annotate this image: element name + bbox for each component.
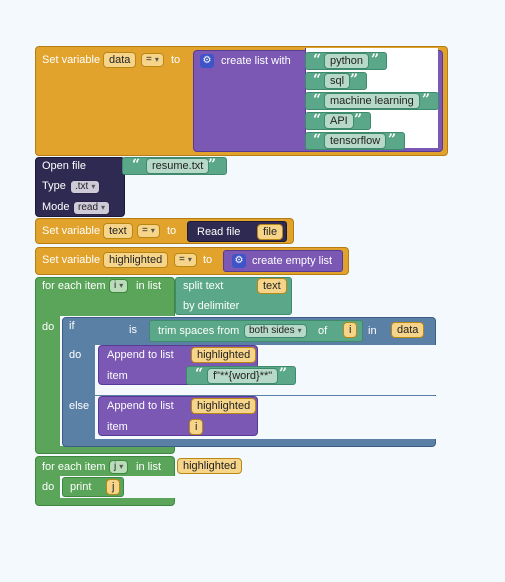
- loop-variable-dropdown[interactable]: i ▾: [109, 279, 129, 293]
- close-quote-icon: ”: [208, 157, 217, 173]
- open-quote-icon: “: [132, 157, 141, 173]
- read-file-arg[interactable]: file: [257, 224, 284, 240]
- if-label: if: [69, 320, 75, 332]
- append-list-name[interactable]: highlighted: [191, 347, 257, 363]
- in-list-label: in list: [136, 461, 162, 473]
- print-arg[interactable]: j: [106, 479, 121, 495]
- text-item-value[interactable]: machine learning: [324, 93, 420, 109]
- set-variable-label: Set variable: [42, 225, 101, 237]
- if-do-label: do: [69, 349, 82, 361]
- open-quote-icon: “: [313, 112, 322, 128]
- loop-list-name[interactable]: highlighted: [177, 458, 243, 474]
- create-list-with-label: create list with: [221, 55, 291, 67]
- item-value[interactable]: i: [189, 419, 204, 435]
- trim-side-dropdown[interactable]: both sides ▾: [244, 324, 307, 338]
- close-quote-icon: ”: [371, 52, 380, 68]
- gear-icon[interactable]: ⚙: [200, 54, 214, 68]
- operator-dropdown[interactable]: = ▾: [174, 253, 197, 267]
- split-text-label: split text: [183, 280, 224, 292]
- by-delimiter-label: by delimiter: [183, 300, 240, 312]
- variable-name-field[interactable]: text: [103, 223, 133, 239]
- open-quote-icon: “: [313, 72, 322, 88]
- file-mode-dropdown[interactable]: read ▾: [73, 201, 111, 215]
- loop-variable-dropdown[interactable]: j ▾: [109, 460, 129, 474]
- read-file-label: Read file: [197, 226, 241, 238]
- of-label: of: [318, 325, 328, 337]
- filename-value[interactable]: resume.txt: [146, 158, 210, 174]
- open-file-label: Open file: [42, 160, 87, 172]
- in-arg[interactable]: data: [391, 322, 425, 338]
- gear-icon[interactable]: ⚙: [232, 254, 246, 268]
- mode-label: Mode: [42, 201, 70, 213]
- is-label: is: [129, 324, 137, 336]
- print-label: print: [70, 481, 92, 493]
- trim-arg[interactable]: i: [343, 322, 358, 338]
- open-quote-icon: “: [313, 132, 322, 148]
- item-label: item: [107, 370, 128, 382]
- set-variable-label: Set variable: [42, 54, 101, 66]
- else-label: else: [69, 400, 90, 412]
- for-each-item-label: for each item: [42, 280, 106, 292]
- open-quote-icon: “: [313, 92, 322, 108]
- operator-dropdown[interactable]: = ▾: [141, 53, 164, 67]
- close-quote-icon: ”: [279, 366, 288, 382]
- close-quote-icon: ”: [350, 72, 359, 88]
- open-quote-icon: “: [313, 52, 322, 68]
- append-list-name[interactable]: highlighted: [191, 398, 257, 414]
- do-label: do: [42, 481, 55, 493]
- to-label: to: [203, 254, 213, 266]
- type-label: Type: [42, 180, 66, 192]
- create-empty-list-label: create empty list: [252, 255, 333, 267]
- open-quote-icon: “: [195, 366, 204, 382]
- text-item-value[interactable]: sql: [324, 73, 351, 89]
- append-label: Append to list: [107, 400, 174, 412]
- trim-spaces-label: trim spaces from: [158, 325, 240, 337]
- text-item-value[interactable]: tensorflow: [324, 133, 387, 149]
- in-label: in: [368, 325, 377, 337]
- close-quote-icon: ”: [422, 92, 431, 108]
- text-item-value[interactable]: python: [324, 53, 370, 69]
- text-item-value[interactable]: API: [324, 113, 354, 129]
- for-each-item-label: for each item: [42, 461, 106, 473]
- do-label: do: [42, 321, 55, 333]
- append-label: Append to list: [107, 349, 174, 361]
- item-label: item: [107, 421, 128, 433]
- to-label: to: [167, 225, 177, 237]
- create-empty-list-block[interactable]: [223, 250, 343, 272]
- set-variable-label: Set variable: [42, 254, 101, 266]
- in-list-label: in list: [136, 280, 162, 292]
- to-label: to: [171, 54, 181, 66]
- file-type-dropdown[interactable]: .txt ▾: [70, 180, 101, 194]
- close-quote-icon: ”: [354, 112, 363, 128]
- close-quote-icon: ”: [388, 132, 397, 148]
- operator-dropdown[interactable]: = ▾: [137, 224, 160, 238]
- split-text-arg[interactable]: text: [257, 278, 287, 294]
- item-value[interactable]: f"**{word}**": [207, 368, 279, 384]
- variable-name-field[interactable]: data: [103, 52, 137, 68]
- variable-name-field[interactable]: highlighted: [103, 252, 169, 268]
